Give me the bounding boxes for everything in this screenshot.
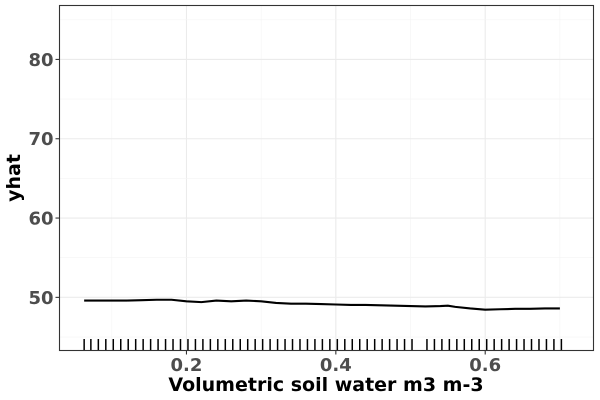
rug-marks <box>83 339 563 350</box>
x-axis: 0.2 0.4 0.6 <box>171 350 501 376</box>
y-axis: 50 60 70 80 <box>28 50 60 309</box>
x-tick-label: 0.2 <box>171 355 203 376</box>
y-tick-label: 60 <box>28 209 53 230</box>
x-tick-label: 0.6 <box>469 355 501 376</box>
series-line <box>84 298 560 311</box>
y-tick-label: 80 <box>28 50 53 71</box>
y-tick-label: 70 <box>28 129 53 150</box>
y-axis-title: yhat <box>3 154 25 202</box>
plot-panel-border <box>58 4 595 352</box>
x-axis-title: Volumetric soil water m3 m-3 <box>168 374 483 396</box>
x-tick-label: 0.4 <box>320 355 352 376</box>
grid-lines <box>59 5 594 351</box>
series-layer <box>84 298 560 311</box>
y-tick-label: 50 <box>28 288 53 309</box>
